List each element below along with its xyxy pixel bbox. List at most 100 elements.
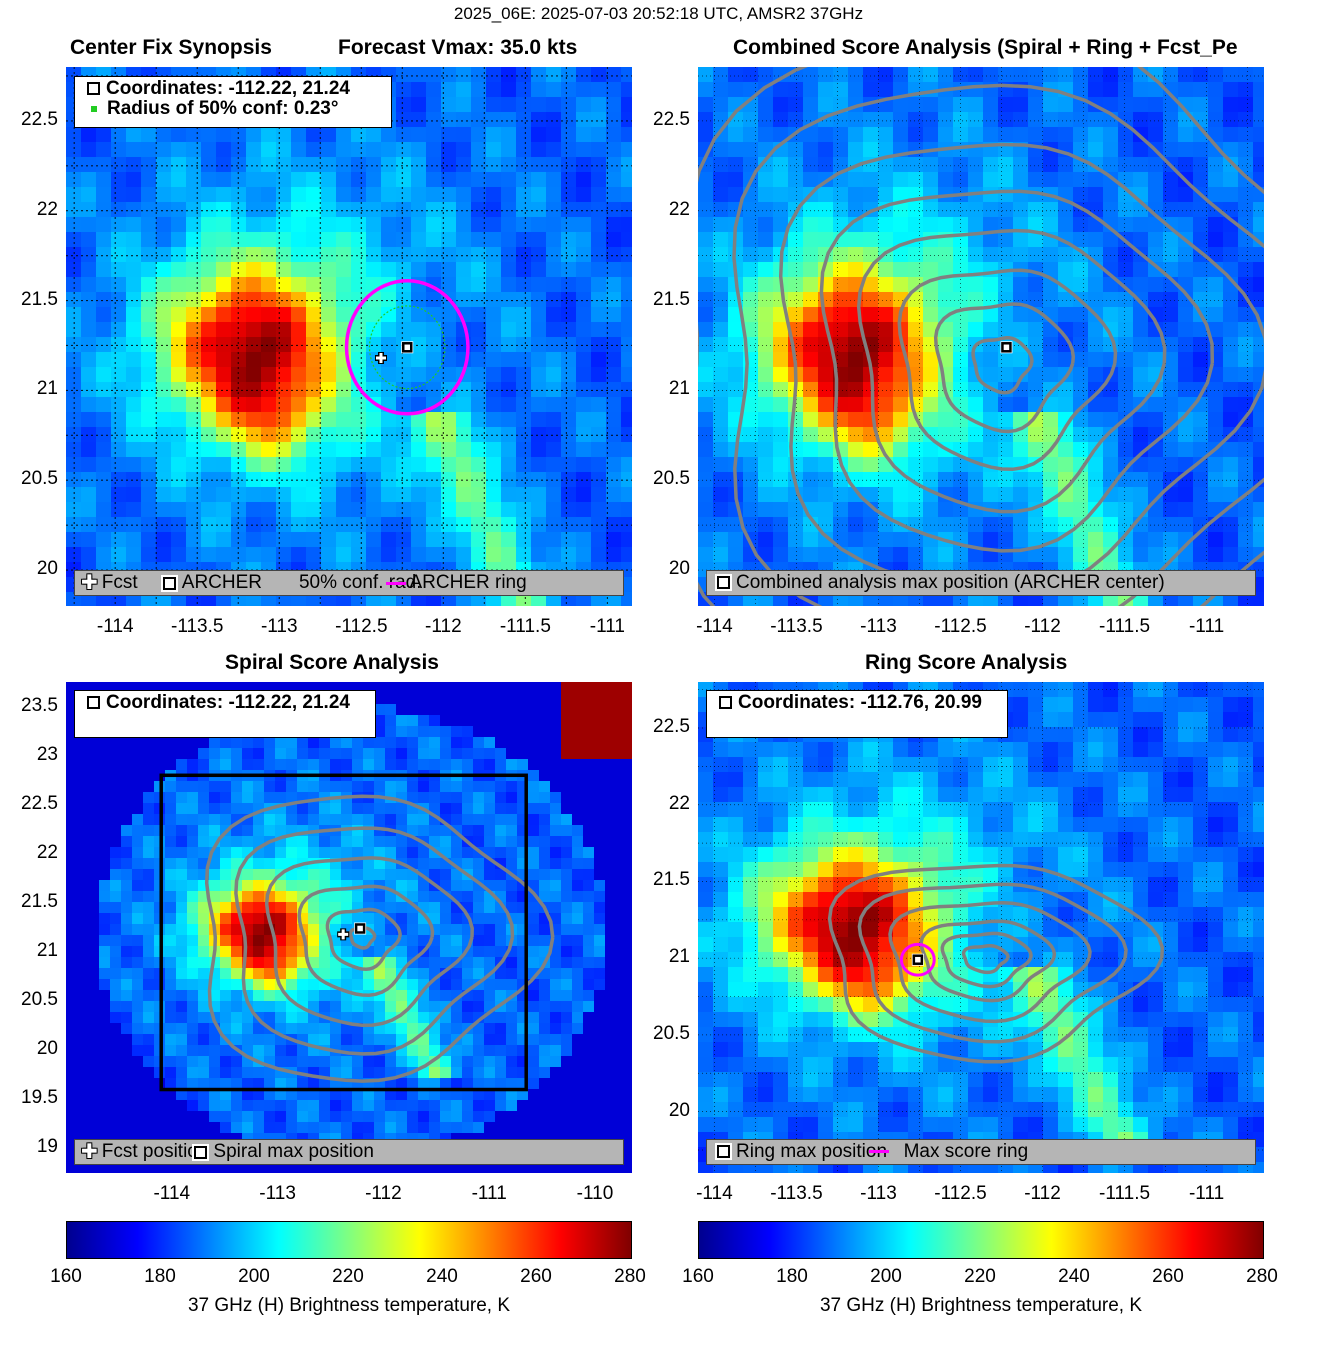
heat-cell — [110, 946, 122, 958]
heat-cell — [1223, 82, 1239, 98]
heat-cell — [186, 367, 202, 383]
heat-cell — [531, 352, 547, 368]
heat-cell — [319, 1111, 331, 1123]
heat-cell — [1073, 232, 1089, 248]
heat-cell — [66, 847, 78, 859]
heat-cell — [321, 247, 337, 263]
heat-cell — [276, 547, 292, 563]
heat-cell — [242, 880, 254, 892]
heat-cell — [1088, 427, 1104, 443]
heat-cell — [627, 759, 632, 771]
heat-cell — [121, 990, 133, 1002]
heat-cell — [1088, 457, 1104, 473]
heat-cell — [1118, 502, 1134, 518]
heat-cell — [154, 1111, 166, 1123]
heat-cell — [462, 803, 474, 815]
heat-cell — [616, 1045, 628, 1057]
heat-cell — [366, 247, 382, 263]
heat-cell — [539, 726, 551, 738]
heat-cell — [374, 693, 386, 705]
heat-cell — [216, 472, 232, 488]
heat-cell — [572, 1111, 584, 1123]
heat-cell — [501, 202, 517, 218]
heat-cell — [330, 869, 342, 881]
heat-cell — [528, 924, 540, 936]
heat-cell — [484, 748, 496, 760]
heat-cell — [220, 1078, 232, 1090]
heat-cell — [1178, 442, 1194, 458]
heat-cell — [99, 913, 111, 925]
heat-cell — [352, 1111, 364, 1123]
heat-cell — [572, 990, 584, 1002]
heat-cell — [462, 726, 474, 738]
heat-cell — [550, 924, 562, 936]
heat-cell — [363, 979, 375, 991]
heat-cell — [231, 427, 247, 443]
heat-cell — [363, 1012, 375, 1024]
heat-cell — [381, 292, 397, 308]
heat-cell — [495, 693, 507, 705]
heat-cell — [111, 502, 127, 518]
confidence-circle — [368, 305, 446, 390]
heat-cell — [319, 935, 331, 947]
heat-cell — [231, 412, 247, 428]
heat-cell — [381, 247, 397, 263]
heat-cell — [407, 781, 419, 793]
heat-cell — [261, 457, 277, 473]
heat-cell — [141, 502, 157, 518]
heat-cell — [451, 836, 463, 848]
synopsis-plot — [66, 67, 632, 606]
heat-cell — [253, 891, 265, 903]
heat-cell — [1148, 472, 1164, 488]
heat-cell — [121, 748, 133, 760]
heat-cell — [621, 262, 632, 278]
heat-cell — [341, 836, 353, 848]
heat-cell — [1238, 547, 1254, 563]
heat-cell — [1133, 412, 1149, 428]
heat-cell — [495, 880, 507, 892]
heat-cell — [275, 858, 287, 870]
heat-cell — [758, 532, 774, 548]
heat-cell — [1148, 457, 1164, 473]
heat-cell — [275, 1034, 287, 1046]
heat-cell — [396, 792, 408, 804]
heat-cell — [1163, 322, 1179, 338]
heat-cell — [1238, 367, 1254, 383]
heat-cell — [141, 187, 157, 203]
heat-cell — [572, 704, 584, 716]
heat-cell — [516, 322, 532, 338]
heat-cell — [121, 1056, 133, 1068]
heat-cell — [385, 935, 397, 947]
heat-cell — [606, 322, 622, 338]
heat-cell — [833, 352, 849, 368]
heat-cell — [713, 367, 729, 383]
heat-cell — [165, 891, 177, 903]
heat-cell — [473, 836, 485, 848]
heat-cell — [627, 968, 632, 980]
heat-cell — [141, 277, 157, 293]
heat-cell — [1058, 67, 1074, 83]
heat-cell — [396, 217, 412, 233]
heat-cell — [111, 127, 127, 143]
heat-cell — [550, 1100, 562, 1112]
heat-cell — [275, 1012, 287, 1024]
heat-cell — [1028, 322, 1044, 338]
heat-cell — [561, 880, 573, 892]
heat-cell — [291, 457, 307, 473]
heat-cell — [396, 157, 412, 173]
heat-cell — [264, 979, 276, 991]
heat-cell — [998, 157, 1014, 173]
heat-cell — [998, 412, 1014, 428]
heat-cell — [242, 1067, 254, 1079]
heat-cell — [165, 1012, 177, 1024]
heat-cell — [1238, 472, 1254, 488]
heat-cell — [517, 803, 529, 815]
heat-cell — [495, 1012, 507, 1024]
heat-cell — [848, 82, 864, 98]
heat-cell — [216, 172, 232, 188]
heat-cell — [363, 1056, 375, 1068]
heat-cell — [441, 502, 457, 518]
heat-cell — [1193, 502, 1209, 518]
heat-cell — [306, 337, 322, 353]
heat-cell — [605, 803, 617, 815]
